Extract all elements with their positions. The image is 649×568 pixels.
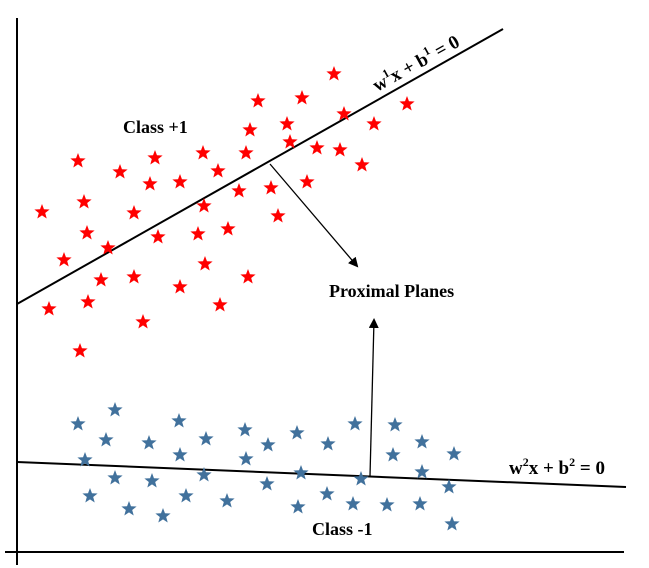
negative-class-star-icon-33 <box>290 499 306 514</box>
negative-class-star-icon-37 <box>444 516 460 531</box>
plane-2-w-sup: 2 <box>523 455 529 469</box>
arrow-to-plane-1 <box>269 163 359 268</box>
negative-class-star-icon-18 <box>385 447 401 462</box>
positive-class-star-icon-14 <box>332 142 348 157</box>
negative-class-star-icon-17 <box>238 451 254 466</box>
negative-class-star-icon-30 <box>441 479 457 494</box>
positive-class-star-icon-27 <box>196 198 212 213</box>
positive-class-star-icon-43 <box>135 314 151 329</box>
negative-class-star-icon-27 <box>178 488 194 503</box>
negative-class-star-icon-14 <box>446 446 462 461</box>
arrow-to-plane-2 <box>368 318 379 477</box>
positive-class-star-icon-21 <box>299 174 315 189</box>
plane-1-equation: w1x + b1 = 0 <box>368 29 464 97</box>
positive-class-star-icon-32 <box>220 221 236 236</box>
negative-class-star-icon-34 <box>345 496 361 511</box>
positive-class-star-icon-41 <box>172 279 188 294</box>
positive-class-star-icon-34 <box>56 252 72 267</box>
positive-class-star-icon-20 <box>210 163 226 178</box>
positive-class-star-icon-44 <box>72 343 88 358</box>
positive-class-star-icon-31 <box>190 226 206 241</box>
positive-class-star-icon-37 <box>240 269 256 284</box>
positive-class-star-icon-28 <box>270 208 286 223</box>
negative-class-star-icon-11 <box>289 425 305 440</box>
negative-class-star-icon-36 <box>412 496 428 511</box>
positive-class-star-icon-9 <box>70 153 86 168</box>
positive-class-star-icon-36 <box>197 256 213 271</box>
positive-class-star-icon-22 <box>263 180 279 195</box>
plane-2-w: w <box>509 458 523 479</box>
plane-2-mid: x + b <box>529 458 569 479</box>
positive-class-star-icon-19 <box>172 174 188 189</box>
proximal-plane-2 <box>16 461 627 488</box>
positive-class-star-icon-26 <box>126 205 142 220</box>
positive-class-star-icon-8 <box>279 116 295 131</box>
negative-class-star-icon-3 <box>171 413 187 428</box>
negative-class-star-icon-13 <box>414 434 430 449</box>
plane-2-b-sup: 2 <box>569 455 575 469</box>
negative-class-star-icon-22 <box>259 476 275 491</box>
negative-class-star-icon-9 <box>237 422 253 437</box>
positive-class-points <box>34 66 415 358</box>
positive-class-star-icon-10 <box>147 150 163 165</box>
positive-class-star-icon-16 <box>282 134 298 149</box>
negative-class-star-icon-31 <box>121 501 137 516</box>
positive-class-star-icon-2 <box>250 93 266 108</box>
negative-class-star-icon-5 <box>387 417 403 432</box>
negative-class-star-icon-4 <box>347 416 363 431</box>
negative-class-star-icon-29 <box>319 486 335 501</box>
negative-class-star-icon-23 <box>293 465 309 480</box>
positive-class-star-icon-4 <box>399 96 415 111</box>
negative-class-star-icon-21 <box>196 467 212 482</box>
negative-class-star-icon-26 <box>82 488 98 503</box>
positive-class-star-icon-25 <box>76 194 92 209</box>
positive-class-star-icon-38 <box>93 272 109 287</box>
positive-class-star-icon-11 <box>195 145 211 160</box>
positive-class-star-icon-30 <box>150 229 166 244</box>
proximal-planes-label: Proximal Planes <box>329 281 454 301</box>
positive-class-star-icon-3 <box>294 90 310 105</box>
positive-class-star-icon-18 <box>142 176 158 191</box>
positive-class-star-icon-5 <box>336 106 352 121</box>
positive-class-star-icon-13 <box>309 140 325 155</box>
negative-class-star-icon-12 <box>320 436 336 451</box>
positive-class-star-icon-1 <box>326 66 342 81</box>
positive-class-star-icon-6 <box>366 116 382 131</box>
positive-class-star-icon-40 <box>80 294 96 309</box>
positive-class-star-icon-15 <box>354 157 370 172</box>
plane-2-tail: = 0 <box>575 458 605 479</box>
negative-class-star-icon-15 <box>77 452 93 467</box>
class-negative-label: Class -1 <box>312 519 373 539</box>
negative-class-star-icon-25 <box>414 464 430 479</box>
negative-class-star-icon-20 <box>144 473 160 488</box>
positive-class-star-icon-17 <box>112 164 128 179</box>
plane-1-tail: = 0 <box>427 31 463 64</box>
proximal-plane-1 <box>16 28 504 305</box>
negative-class-star-icon-16 <box>172 447 188 462</box>
negative-class-star-icon-7 <box>141 435 157 450</box>
positive-class-star-icon-29 <box>79 225 95 240</box>
negative-class-star-icon-24 <box>353 471 369 486</box>
positive-class-star-icon-35 <box>126 269 142 284</box>
negative-class-star-icon-1 <box>70 416 86 431</box>
positive-class-star-icon-12 <box>238 145 254 160</box>
positive-class-star-icon-23 <box>231 183 247 198</box>
plane-2-equation: w2x + b2 = 0 <box>509 455 605 479</box>
negative-class-star-icon-19 <box>107 470 123 485</box>
negative-class-star-icon-2 <box>107 402 123 417</box>
negative-class-star-icon-35 <box>379 497 395 512</box>
positive-class-star-icon-24 <box>34 204 50 219</box>
positive-class-star-icon-39 <box>41 301 57 316</box>
positive-class-star-icon-7 <box>242 122 258 137</box>
negative-class-star-icon-6 <box>98 432 114 447</box>
positive-class-star-icon-42 <box>212 297 228 312</box>
class-positive-label: Class +1 <box>123 117 188 137</box>
negative-class-points <box>70 402 462 531</box>
negative-class-star-icon-10 <box>260 437 276 452</box>
positive-class-star-icon-33 <box>100 240 116 255</box>
negative-class-star-icon-8 <box>198 431 214 446</box>
negative-class-star-icon-28 <box>219 493 235 508</box>
negative-class-star-icon-32 <box>155 508 171 523</box>
